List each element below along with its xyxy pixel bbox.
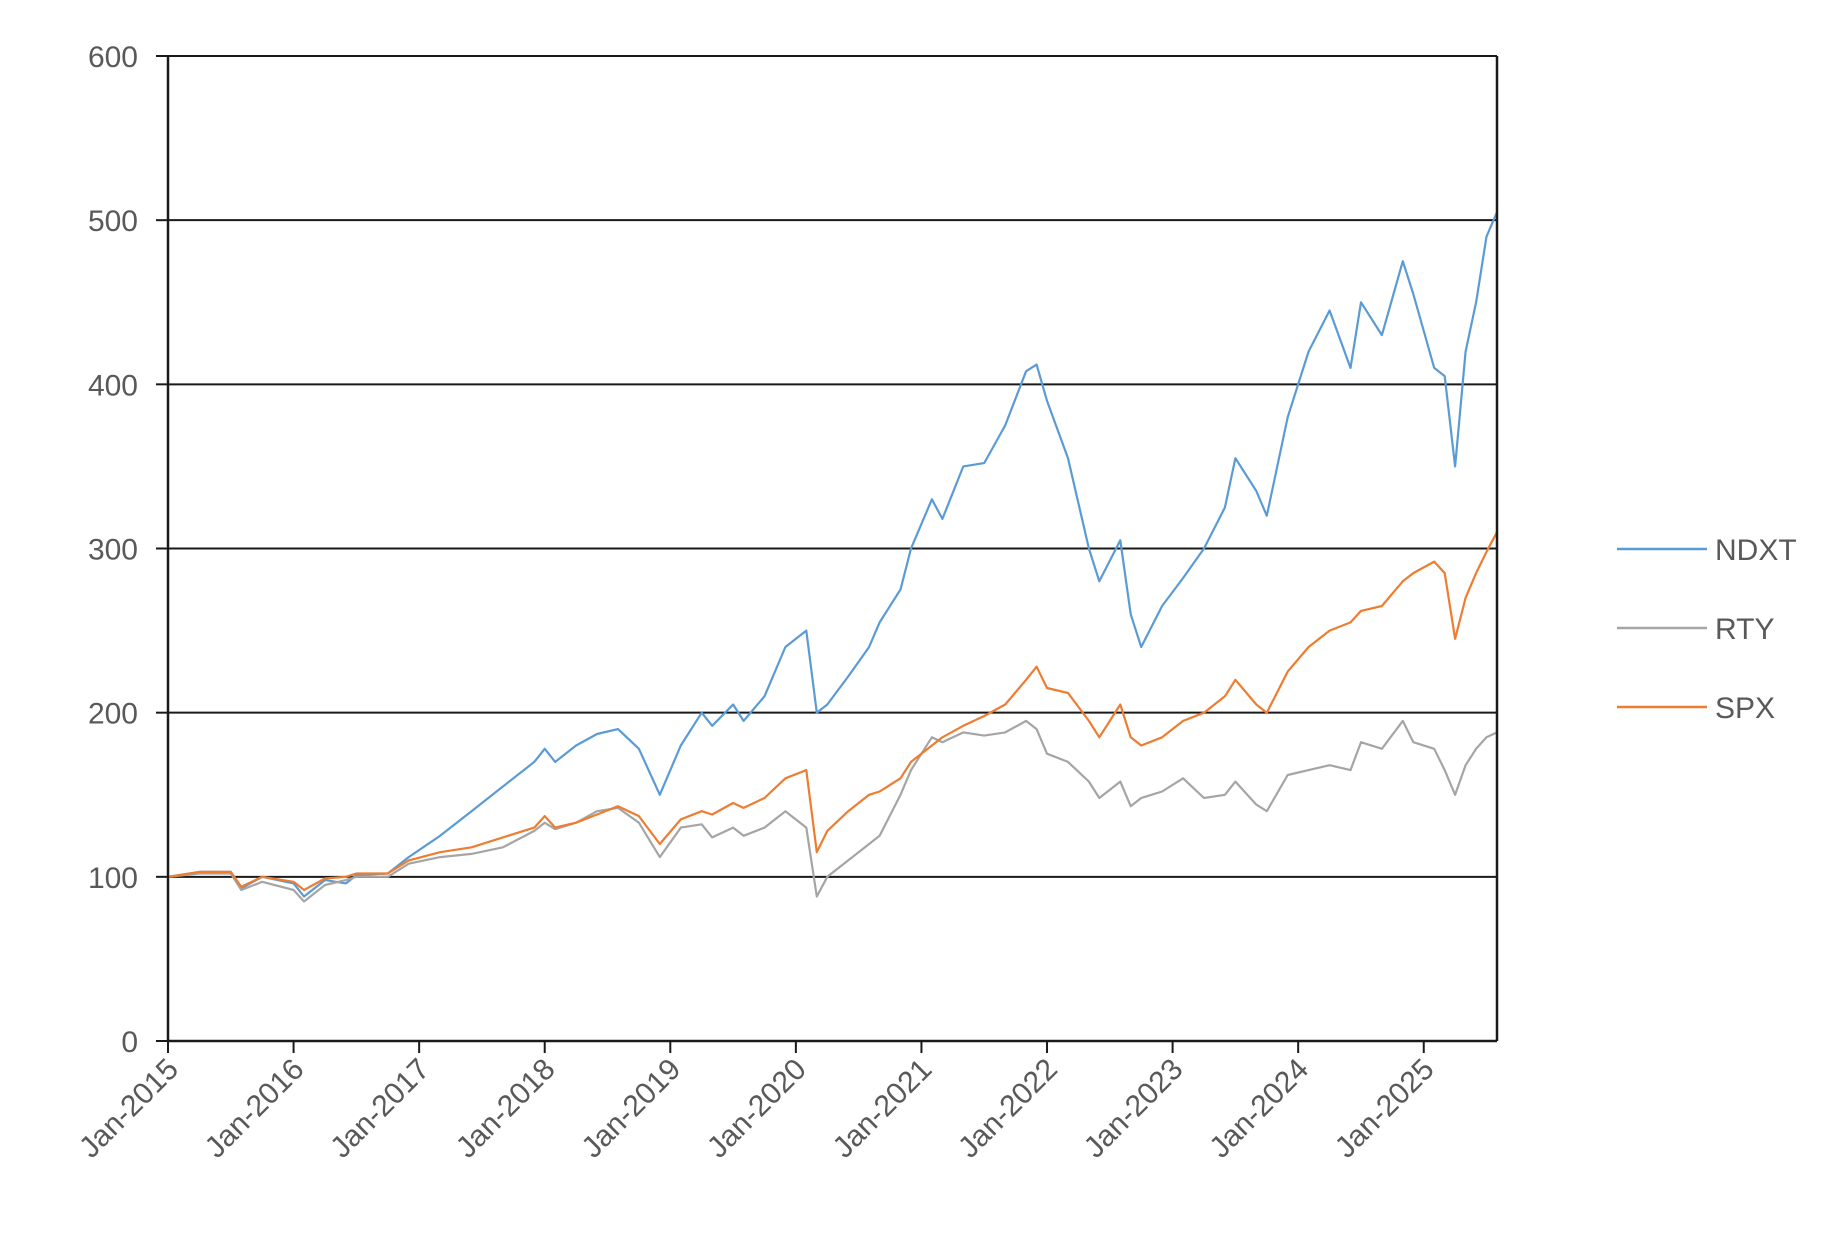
legend: NDXT RTY SPX [1617,534,1797,725]
y-tick-label: 200 [88,698,138,731]
series-line-rty [167,719,1498,903]
y-tick-labels: 0 100 200 300 400 500 600 [88,41,138,1059]
y-tick-label: 100 [88,862,138,895]
series-line-ndxt [167,211,1499,898]
y-tick-label: 400 [88,369,138,402]
series-lines [167,211,1499,903]
legend-label-spx: SPX [1715,692,1775,725]
y-tick-label: 300 [88,534,138,567]
y-tick-label: 600 [88,41,138,74]
y-tick-label: 500 [88,205,138,238]
gridlines [168,55,1497,878]
y-tick-label: 0 [121,1026,138,1059]
series-line-spx [167,531,1498,892]
axes [156,55,1499,1053]
legend-label-rty: RTY [1715,613,1774,646]
legend-label-ndxt: NDXT [1715,534,1797,567]
